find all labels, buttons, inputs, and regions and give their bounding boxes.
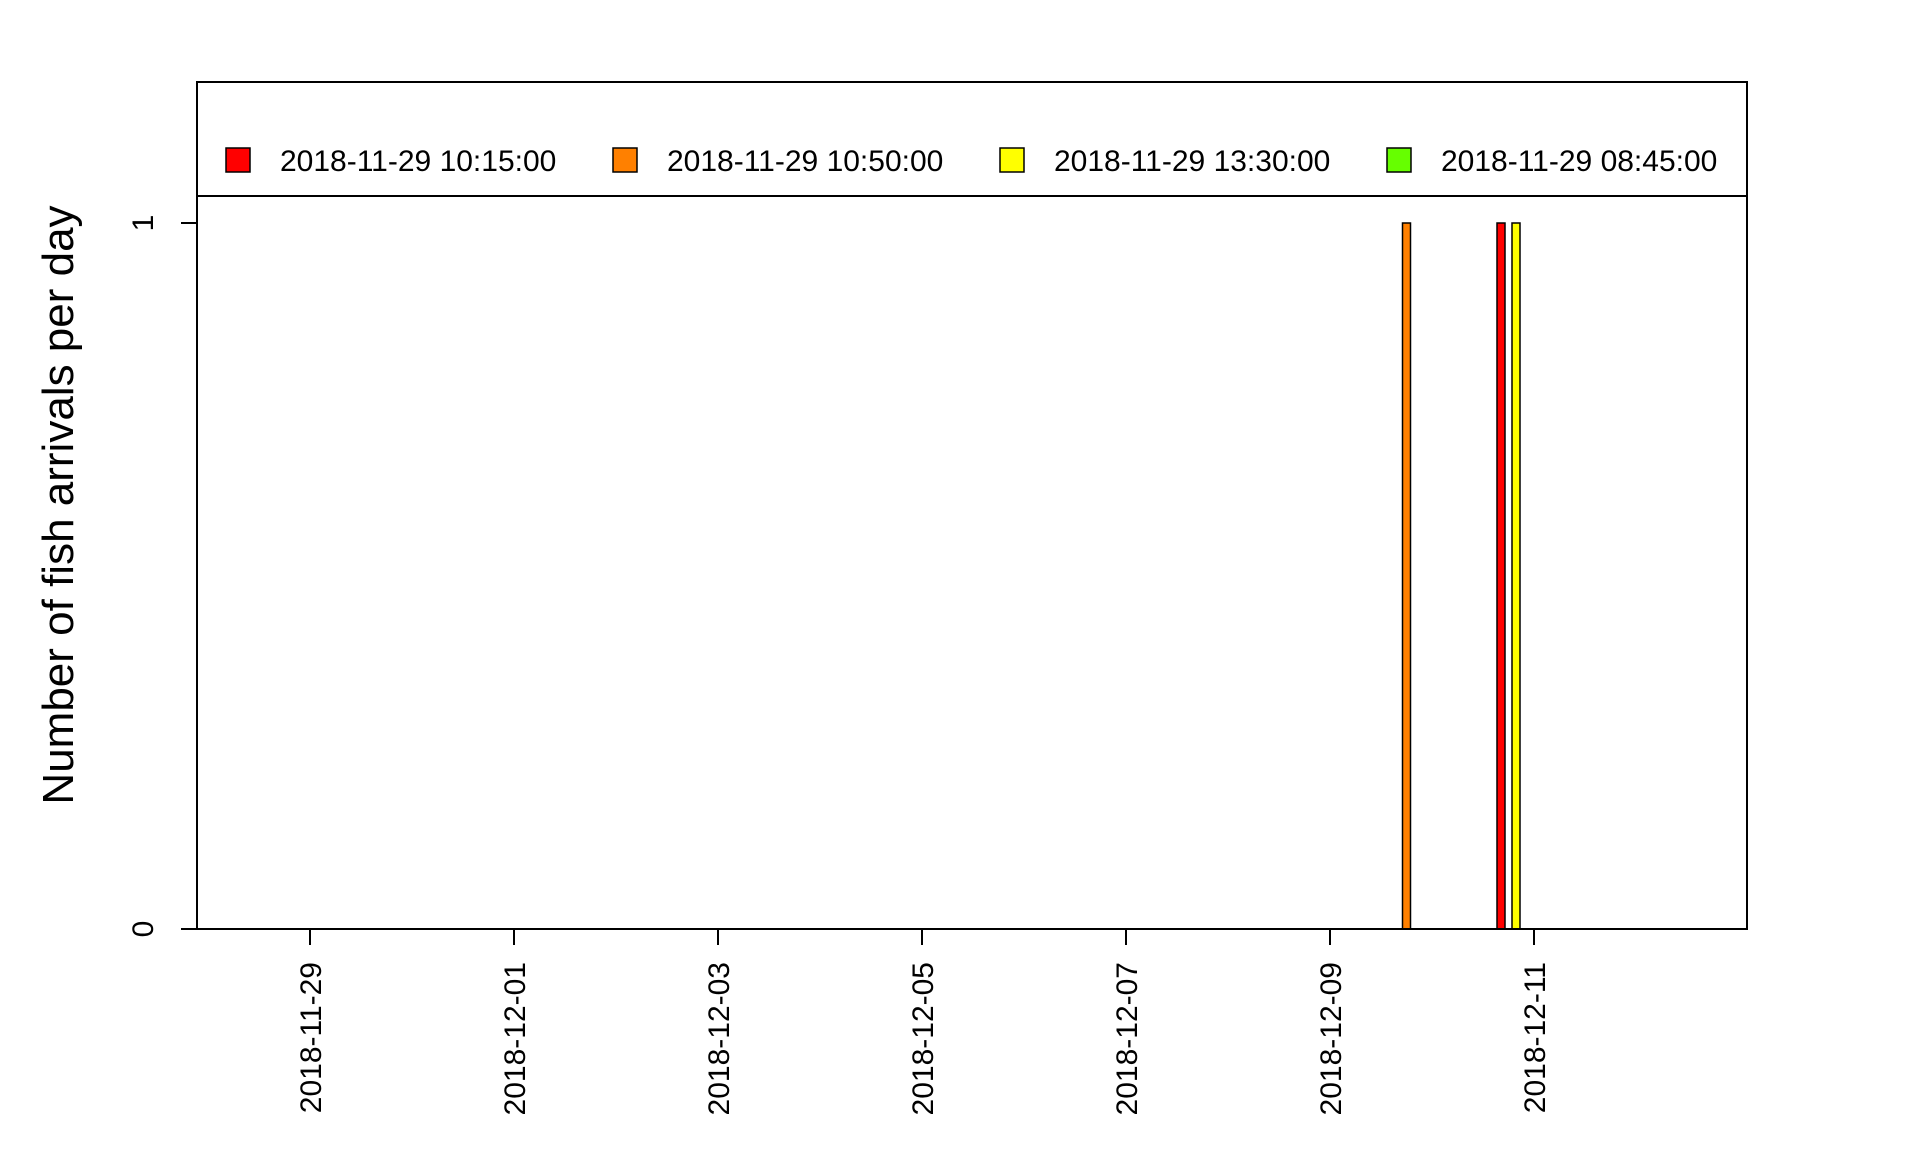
x-tick-label: 2018-12-11 xyxy=(1519,962,1552,1113)
legend-label: 2018-11-29 10:50:00 xyxy=(667,145,943,178)
bar xyxy=(1511,222,1521,930)
legend-swatch xyxy=(999,147,1025,173)
x-tick-label: 2018-11-29 xyxy=(295,962,328,1113)
legend-label: 2018-11-29 13:30:00 xyxy=(1054,145,1330,178)
x-tick-label: 2018-12-05 xyxy=(907,962,940,1115)
y-axis: 01 xyxy=(127,215,197,938)
bar xyxy=(1401,222,1412,930)
x-axis: 2018-11-29 2018-12-01 2018-12-03 2018-12-05… xyxy=(295,928,1552,1115)
legend-swatch xyxy=(1386,147,1412,173)
legend: 2018-11-29 10:15:00 2018-11-29 10:50:00 20… xyxy=(225,145,1717,178)
bar xyxy=(1496,222,1506,930)
y-axis-title: Number of fish arrivals per day xyxy=(34,205,83,804)
x-tick-label: 2018-12-07 xyxy=(1111,962,1144,1115)
x-tick-label: 2018-12-09 xyxy=(1315,962,1348,1115)
legend-swatch xyxy=(225,147,251,173)
legend-label: 2018-11-29 08:45:00 xyxy=(1441,145,1717,178)
legend-label: 2018-11-29 10:15:00 xyxy=(280,145,556,178)
bars xyxy=(1401,222,1521,930)
y-tick-label: 1 xyxy=(127,215,160,232)
legend-swatch xyxy=(612,147,638,173)
x-tick-label: 2018-12-03 xyxy=(703,962,736,1115)
x-tick-label: 2018-12-01 xyxy=(499,962,532,1115)
y-tick-label: 0 xyxy=(127,921,160,938)
